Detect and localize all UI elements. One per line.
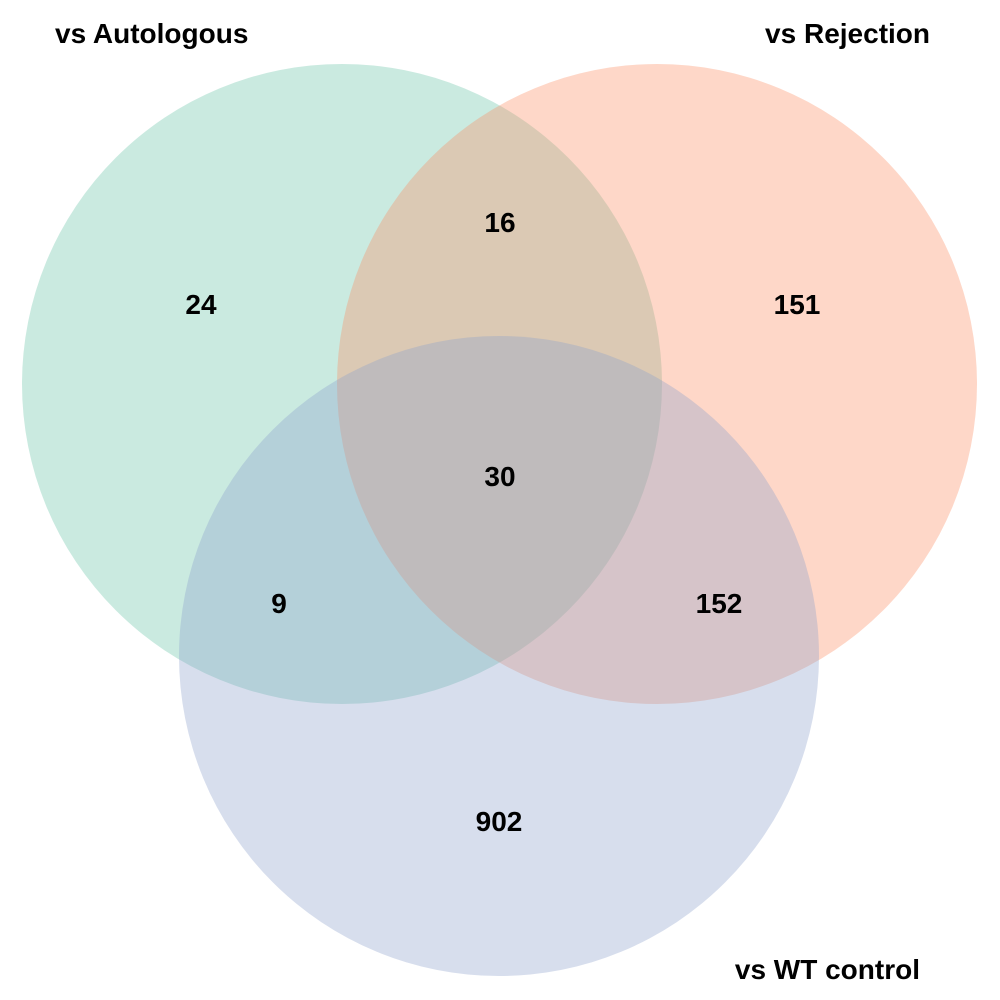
- set-circle-autologous: [22, 64, 662, 704]
- set-circle-rejection: [337, 64, 977, 704]
- count-rejection-wt-control: 152: [696, 588, 743, 619]
- set-label-autologous: vs Autologous: [55, 18, 248, 49]
- count-wt-control-only: 902: [476, 806, 523, 837]
- count-rejection-only: 151: [774, 289, 821, 320]
- set-label-rejection: vs Rejection: [765, 18, 930, 49]
- count-autologous-only: 24: [185, 289, 217, 320]
- count-autologous-wt-control: 9: [271, 588, 287, 619]
- set-label-wt-control: vs WT control: [735, 954, 920, 985]
- set-circle-wt-control: [179, 336, 819, 976]
- count-autologous-rejection: 16: [484, 207, 515, 238]
- count-all-three: 30: [484, 461, 515, 492]
